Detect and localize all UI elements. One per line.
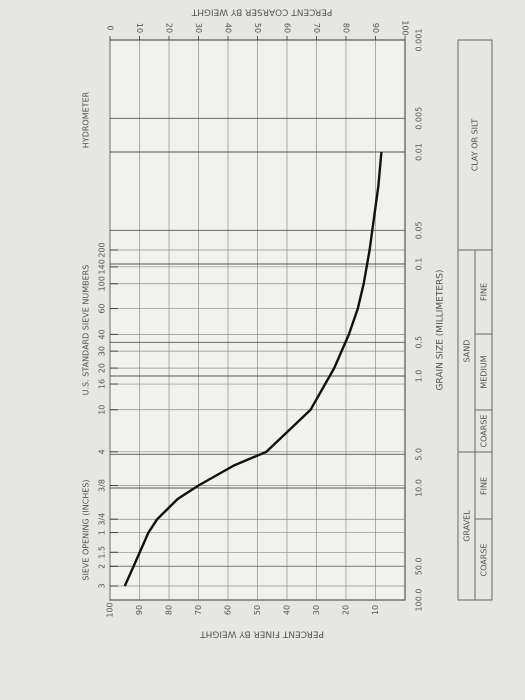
sieve-tick-label: 1.5 xyxy=(98,546,107,559)
y2-tick-label: 50 xyxy=(253,23,262,33)
x-axis-label: GRAIN SIZE (MILLIMETERS) xyxy=(436,269,446,390)
y2-tick-label: 20 xyxy=(165,23,174,33)
sieve-tick-label: 3/4 xyxy=(98,513,107,526)
x-tick-label: 10.0 xyxy=(415,479,424,497)
sieve-tick-label: 60 xyxy=(98,303,107,313)
class-label: MEDIUM xyxy=(480,355,489,388)
y2-tick-label: 70 xyxy=(312,23,321,33)
y2-tick-label: 10 xyxy=(135,23,144,33)
y-tick-label: 40 xyxy=(283,605,292,615)
y-tick-label: 70 xyxy=(194,605,203,615)
x-tick-label: 5.0 xyxy=(415,448,424,461)
class-label: CLAY OR SILT xyxy=(471,119,480,172)
sieve-tick-label: 100 xyxy=(98,276,107,291)
sieve-tick-label: 20 xyxy=(98,363,107,373)
x-tick-label: 50.0 xyxy=(415,557,424,575)
sieve-tick-label: 40 xyxy=(98,329,107,339)
y-tick-label: 60 xyxy=(224,605,233,615)
hydrometer-label: HYDROMETER xyxy=(82,91,91,148)
y2-tick-label: 100 xyxy=(401,20,410,35)
class-label: COARSE xyxy=(480,544,489,577)
classification-table: GRAVEL SAND CLAY OR SILT COARSE FINE COA… xyxy=(457,39,493,601)
class-label: GRAVEL xyxy=(463,510,472,542)
x-tick-label: 100.0 xyxy=(415,589,424,612)
sieve-tick-label: 1 xyxy=(98,530,107,535)
x-tick-label: 0.1 xyxy=(415,258,424,271)
y2-tick-label: 80 xyxy=(342,23,351,33)
y2-tick-label: 40 xyxy=(224,23,233,33)
class-label: SAND xyxy=(463,340,472,363)
y-tick-label: 80 xyxy=(165,605,174,615)
y-tick-label: 10 xyxy=(371,605,380,615)
sieve-tick-label: 16 xyxy=(98,379,107,389)
y2-tick-label: 0 xyxy=(106,25,115,30)
y-tick-label: 90 xyxy=(135,605,144,615)
sieve-tick-label: 3/8 xyxy=(98,479,107,492)
sieve-tick-label: 140 xyxy=(98,259,107,274)
x-tick-label: 0.5 xyxy=(415,336,424,349)
y2-tick-label: 30 xyxy=(194,23,203,33)
y-tick-label: 30 xyxy=(312,605,321,615)
y-tick-label: 20 xyxy=(342,605,351,615)
sieve-tick-label: 200 xyxy=(98,242,107,257)
gradation-curve xyxy=(123,151,383,587)
sieve-tick-label: 3 xyxy=(98,583,107,588)
class-label: FINE xyxy=(480,477,489,495)
x-tick-label: 1.0 xyxy=(415,370,424,383)
sieve-tick-label: 4 xyxy=(98,449,107,454)
inch-axis-label: SIEVE OPENING (INCHES) xyxy=(82,479,91,580)
y-tick-label: 100 xyxy=(106,602,115,617)
sieve-tick-label: 30 xyxy=(98,346,107,356)
x-tick-label: 0.001 xyxy=(415,29,424,52)
y-axis-label: PERCENT FINER BY WEIGHT xyxy=(200,629,324,639)
class-label: FINE xyxy=(480,283,489,301)
y-tick-label: 50 xyxy=(253,605,262,615)
sieve-axis-label: U.S. STANDARD SIEVE NUMBERS xyxy=(82,265,91,396)
class-label: COARSE xyxy=(480,415,489,448)
x-tick-label: 0.05 xyxy=(415,221,424,239)
chart-title: PERCENT COARSER BY WEIGHT xyxy=(191,7,332,17)
sieve-tick-label: 10 xyxy=(98,405,107,415)
x-tick-label: 0.005 xyxy=(415,107,424,130)
y2-tick-label: 90 xyxy=(371,23,380,33)
sieve-tick-label: 2 xyxy=(98,564,107,569)
x-tick-label: 0.01 xyxy=(415,143,424,161)
y2-tick-label: 60 xyxy=(283,23,292,33)
